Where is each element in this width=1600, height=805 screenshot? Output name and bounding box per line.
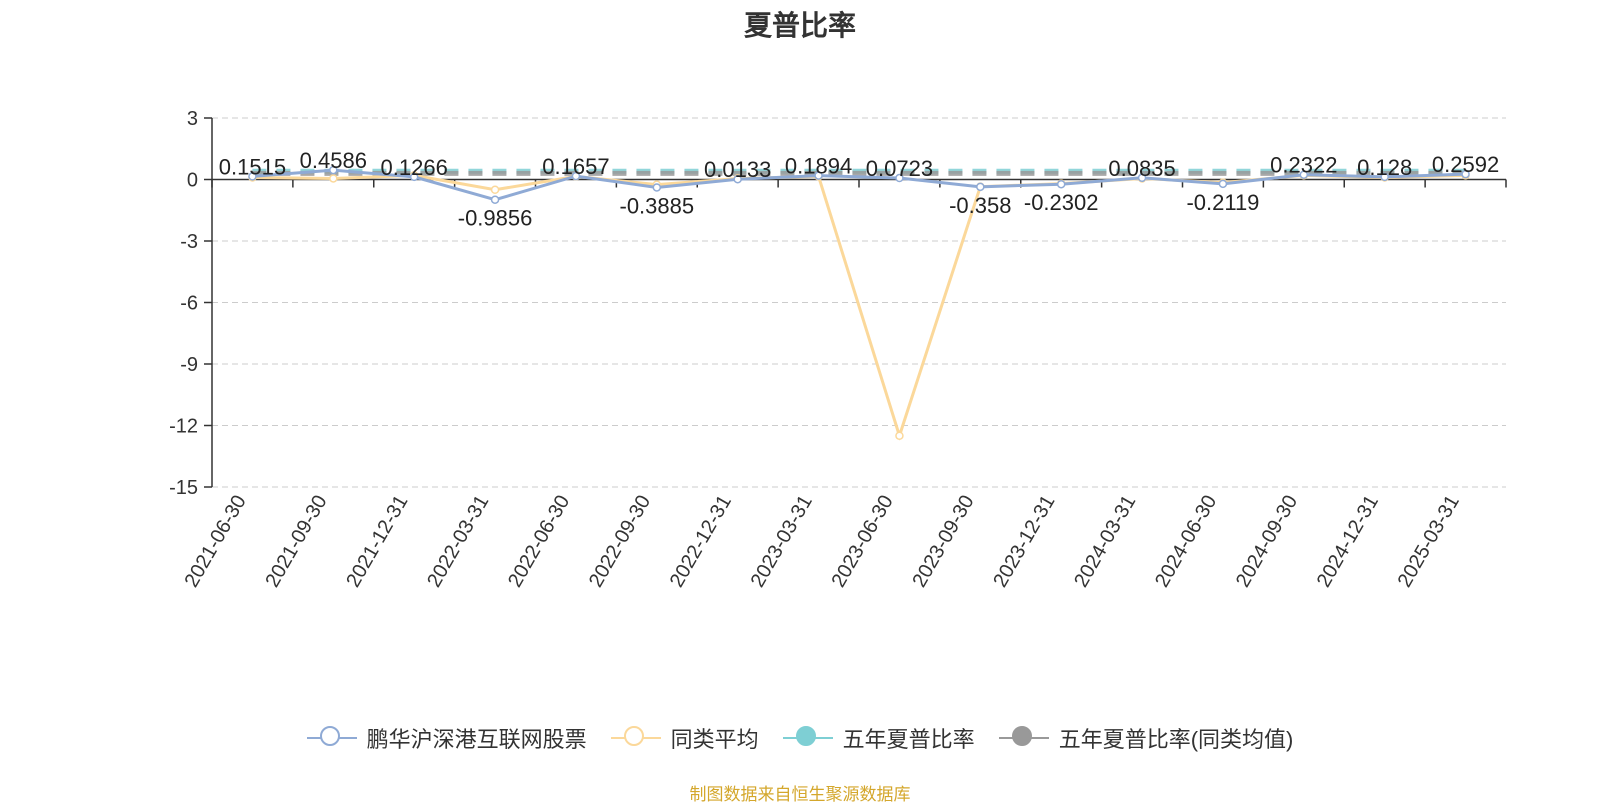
legend-symbol-five-year-sharpe: [782, 723, 833, 753]
y-tick-label: -9: [180, 354, 198, 376]
x-tick-label: 2023-03-31: [747, 492, 817, 592]
x-tick-label: 2022-03-31: [423, 492, 493, 592]
data-label: -0.358: [949, 193, 1011, 218]
data-label: 0.1266: [381, 155, 448, 180]
data-label: 0.0835: [1108, 156, 1175, 181]
data-source-note: 制图数据来自恒生聚源数据库: [689, 785, 911, 804]
data-point: [652, 183, 662, 192]
data-point: [490, 185, 500, 194]
x-tick-label: 2022-12-31: [666, 492, 736, 592]
legend-label-five-year-sharpe: 五年夏普比率: [842, 727, 975, 752]
data-point: [895, 431, 904, 440]
data-label: 0.0133: [704, 157, 771, 182]
data-point: [409, 172, 419, 182]
data-point: [248, 172, 257, 181]
x-tick-label: 2024-06-30: [1151, 492, 1221, 592]
y-tick-label: -15: [169, 477, 198, 499]
data-point: [1461, 169, 1470, 179]
y-tick-label: 0: [187, 170, 198, 192]
data-label: -0.3885: [620, 193, 695, 218]
data-label: 0.1657: [542, 154, 609, 179]
data-point: [571, 171, 581, 181]
legend-symbol-fund: [306, 723, 357, 753]
data-point: [1218, 179, 1228, 189]
legend-symbol-peer-average: [610, 723, 661, 753]
legend-item-peer-average[interactable]: 同类平均: [610, 722, 759, 754]
x-tick-label: 2025-03-31: [1394, 492, 1464, 592]
legend-item-five-year-sharpe[interactable]: 五年夏普比率: [782, 722, 975, 754]
data-label: -0.2119: [1186, 190, 1259, 215]
data-point: [733, 174, 742, 184]
x-tick-label: 2021-12-31: [342, 492, 412, 592]
data-label: -0.2302: [1024, 190, 1099, 215]
data-label: 0.2322: [1270, 153, 1337, 178]
data-label: 0.128: [1357, 155, 1412, 180]
series-line: [252, 168, 1466, 202]
x-tick-label: 2023-09-30: [908, 492, 978, 592]
x-tick-label: 2021-09-30: [261, 492, 331, 592]
data-label: 0.1894: [785, 154, 852, 179]
data-point: [814, 171, 823, 180]
data-label: -0.9856: [458, 206, 533, 231]
y-tick-label: -12: [169, 416, 198, 438]
y-tick-label: -6: [180, 293, 198, 315]
x-tick-label: 2024-12-31: [1313, 492, 1383, 592]
data-label: 0.4586: [300, 148, 367, 173]
data-point: [1299, 170, 1309, 179]
chart-title: 夏普比率: [743, 10, 856, 41]
data-point: [490, 195, 500, 204]
data-label: 0.1515: [219, 154, 286, 179]
data-point: [1380, 172, 1389, 182]
x-tick-label: 2023-12-31: [989, 492, 1059, 592]
x-tick-label: 2022-06-30: [504, 492, 574, 592]
legend-label-peer-average: 同类平均: [670, 727, 759, 752]
chart-legend: 鹏华沪深港互联网股票 同类平均 五年夏普比率 五年夏普比率(同类均值): [0, 722, 1600, 754]
legend-label-five-year-sharpe-peer: 五年夏普比率(同类均值): [1058, 727, 1294, 752]
y-tick-label: 3: [187, 108, 198, 130]
legend-symbol-five-year-sharpe-peer: [998, 723, 1049, 753]
x-tick-label: 2024-09-30: [1232, 492, 1302, 592]
legend-item-fund[interactable]: 鹏华沪深港互联网股票: [306, 722, 587, 754]
data-point: [1137, 173, 1147, 183]
data-point: [1056, 179, 1066, 189]
data-label: 0.2592: [1432, 152, 1499, 177]
x-tick-label: 2023-06-30: [828, 492, 898, 592]
legend-label-fund: 鹏华沪深港互联网股票: [366, 727, 587, 752]
x-tick-label: 2021-06-30: [181, 492, 251, 592]
legend-item-five-year-sharpe-peer[interactable]: 五年夏普比率(同类均值): [998, 722, 1294, 754]
x-tick-label: 2024-03-31: [1070, 492, 1140, 592]
y-tick-label: -3: [180, 231, 198, 253]
data-point: [976, 182, 985, 192]
x-tick-label: 2022-09-30: [585, 492, 655, 592]
data-label: 0.0723: [866, 156, 933, 181]
data-point: [329, 165, 338, 175]
series-line: [252, 173, 1466, 441]
data-point: [895, 173, 904, 183]
data-point: [329, 174, 338, 183]
